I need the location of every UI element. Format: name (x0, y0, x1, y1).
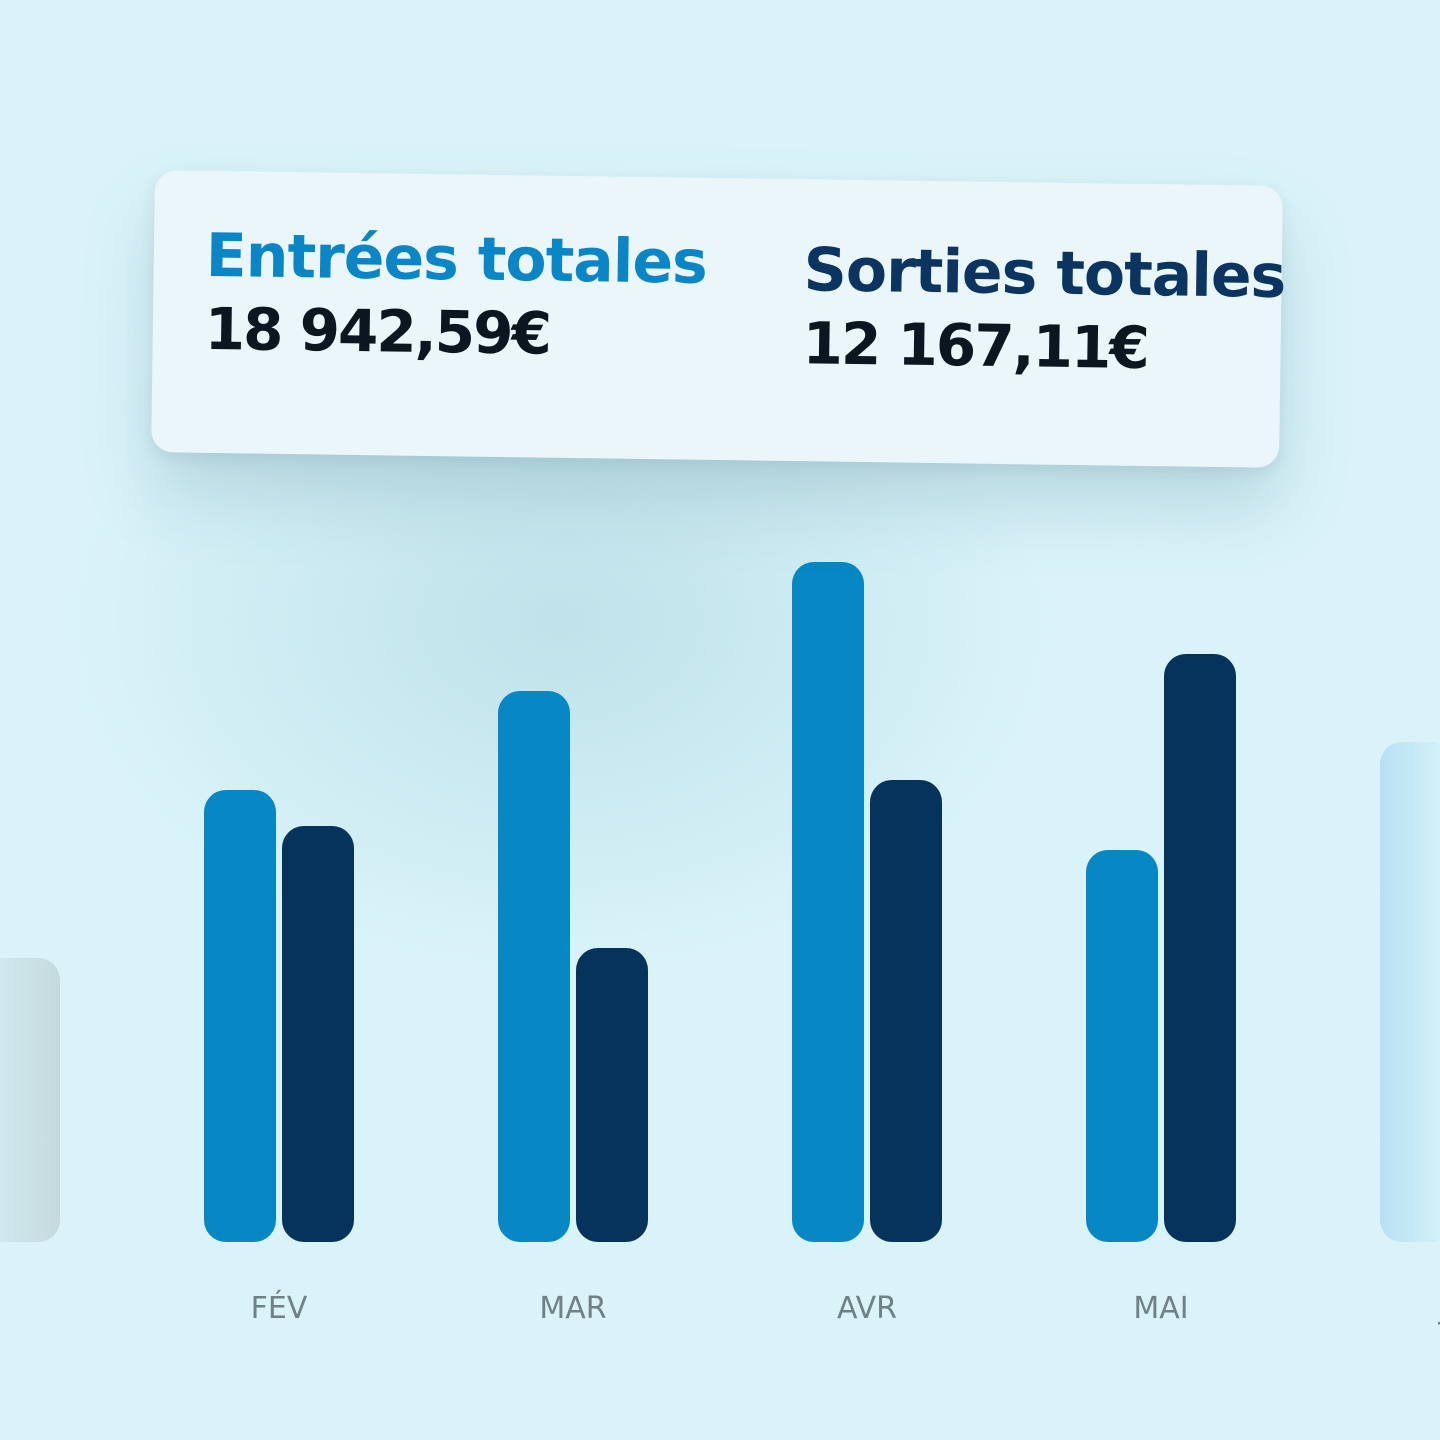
chart-bars (0, 562, 1440, 1242)
income-title: Entrées totales (205, 220, 708, 298)
bar-expense-2 (870, 780, 942, 1242)
income-value: 18 942,59€ (204, 294, 551, 368)
bar-income-3 (1086, 850, 1158, 1242)
expense-title: Sorties totales (803, 235, 1286, 312)
bar-income-0 (204, 790, 276, 1242)
bar-income-2 (792, 562, 864, 1242)
bar-income-4 (1380, 742, 1440, 1242)
bar-expense-0 (282, 826, 354, 1242)
month-label: MAR (539, 1291, 606, 1326)
totals-summary-card: Entrées totales 18 942,59€ Sorties total… (151, 170, 1286, 468)
bar-expense-3 (1164, 654, 1236, 1242)
bar-partial-left (0, 958, 60, 1242)
bar-expense-1 (576, 948, 648, 1242)
expense-total: Sorties totales 12 167,11€ (802, 235, 1286, 385)
expense-value: 12 167,11€ (802, 309, 1149, 383)
month-label: JU (1438, 1291, 1440, 1326)
bar-income-1 (498, 691, 570, 1242)
month-label: FÉV (251, 1290, 308, 1326)
month-label: MAI (1133, 1291, 1188, 1326)
chart-month-labels: FÉV MAR AVR MAI JU (251, 1290, 1440, 1326)
month-label: AVR (837, 1291, 897, 1326)
income-total: Entrées totales 18 942,59€ (204, 220, 708, 372)
